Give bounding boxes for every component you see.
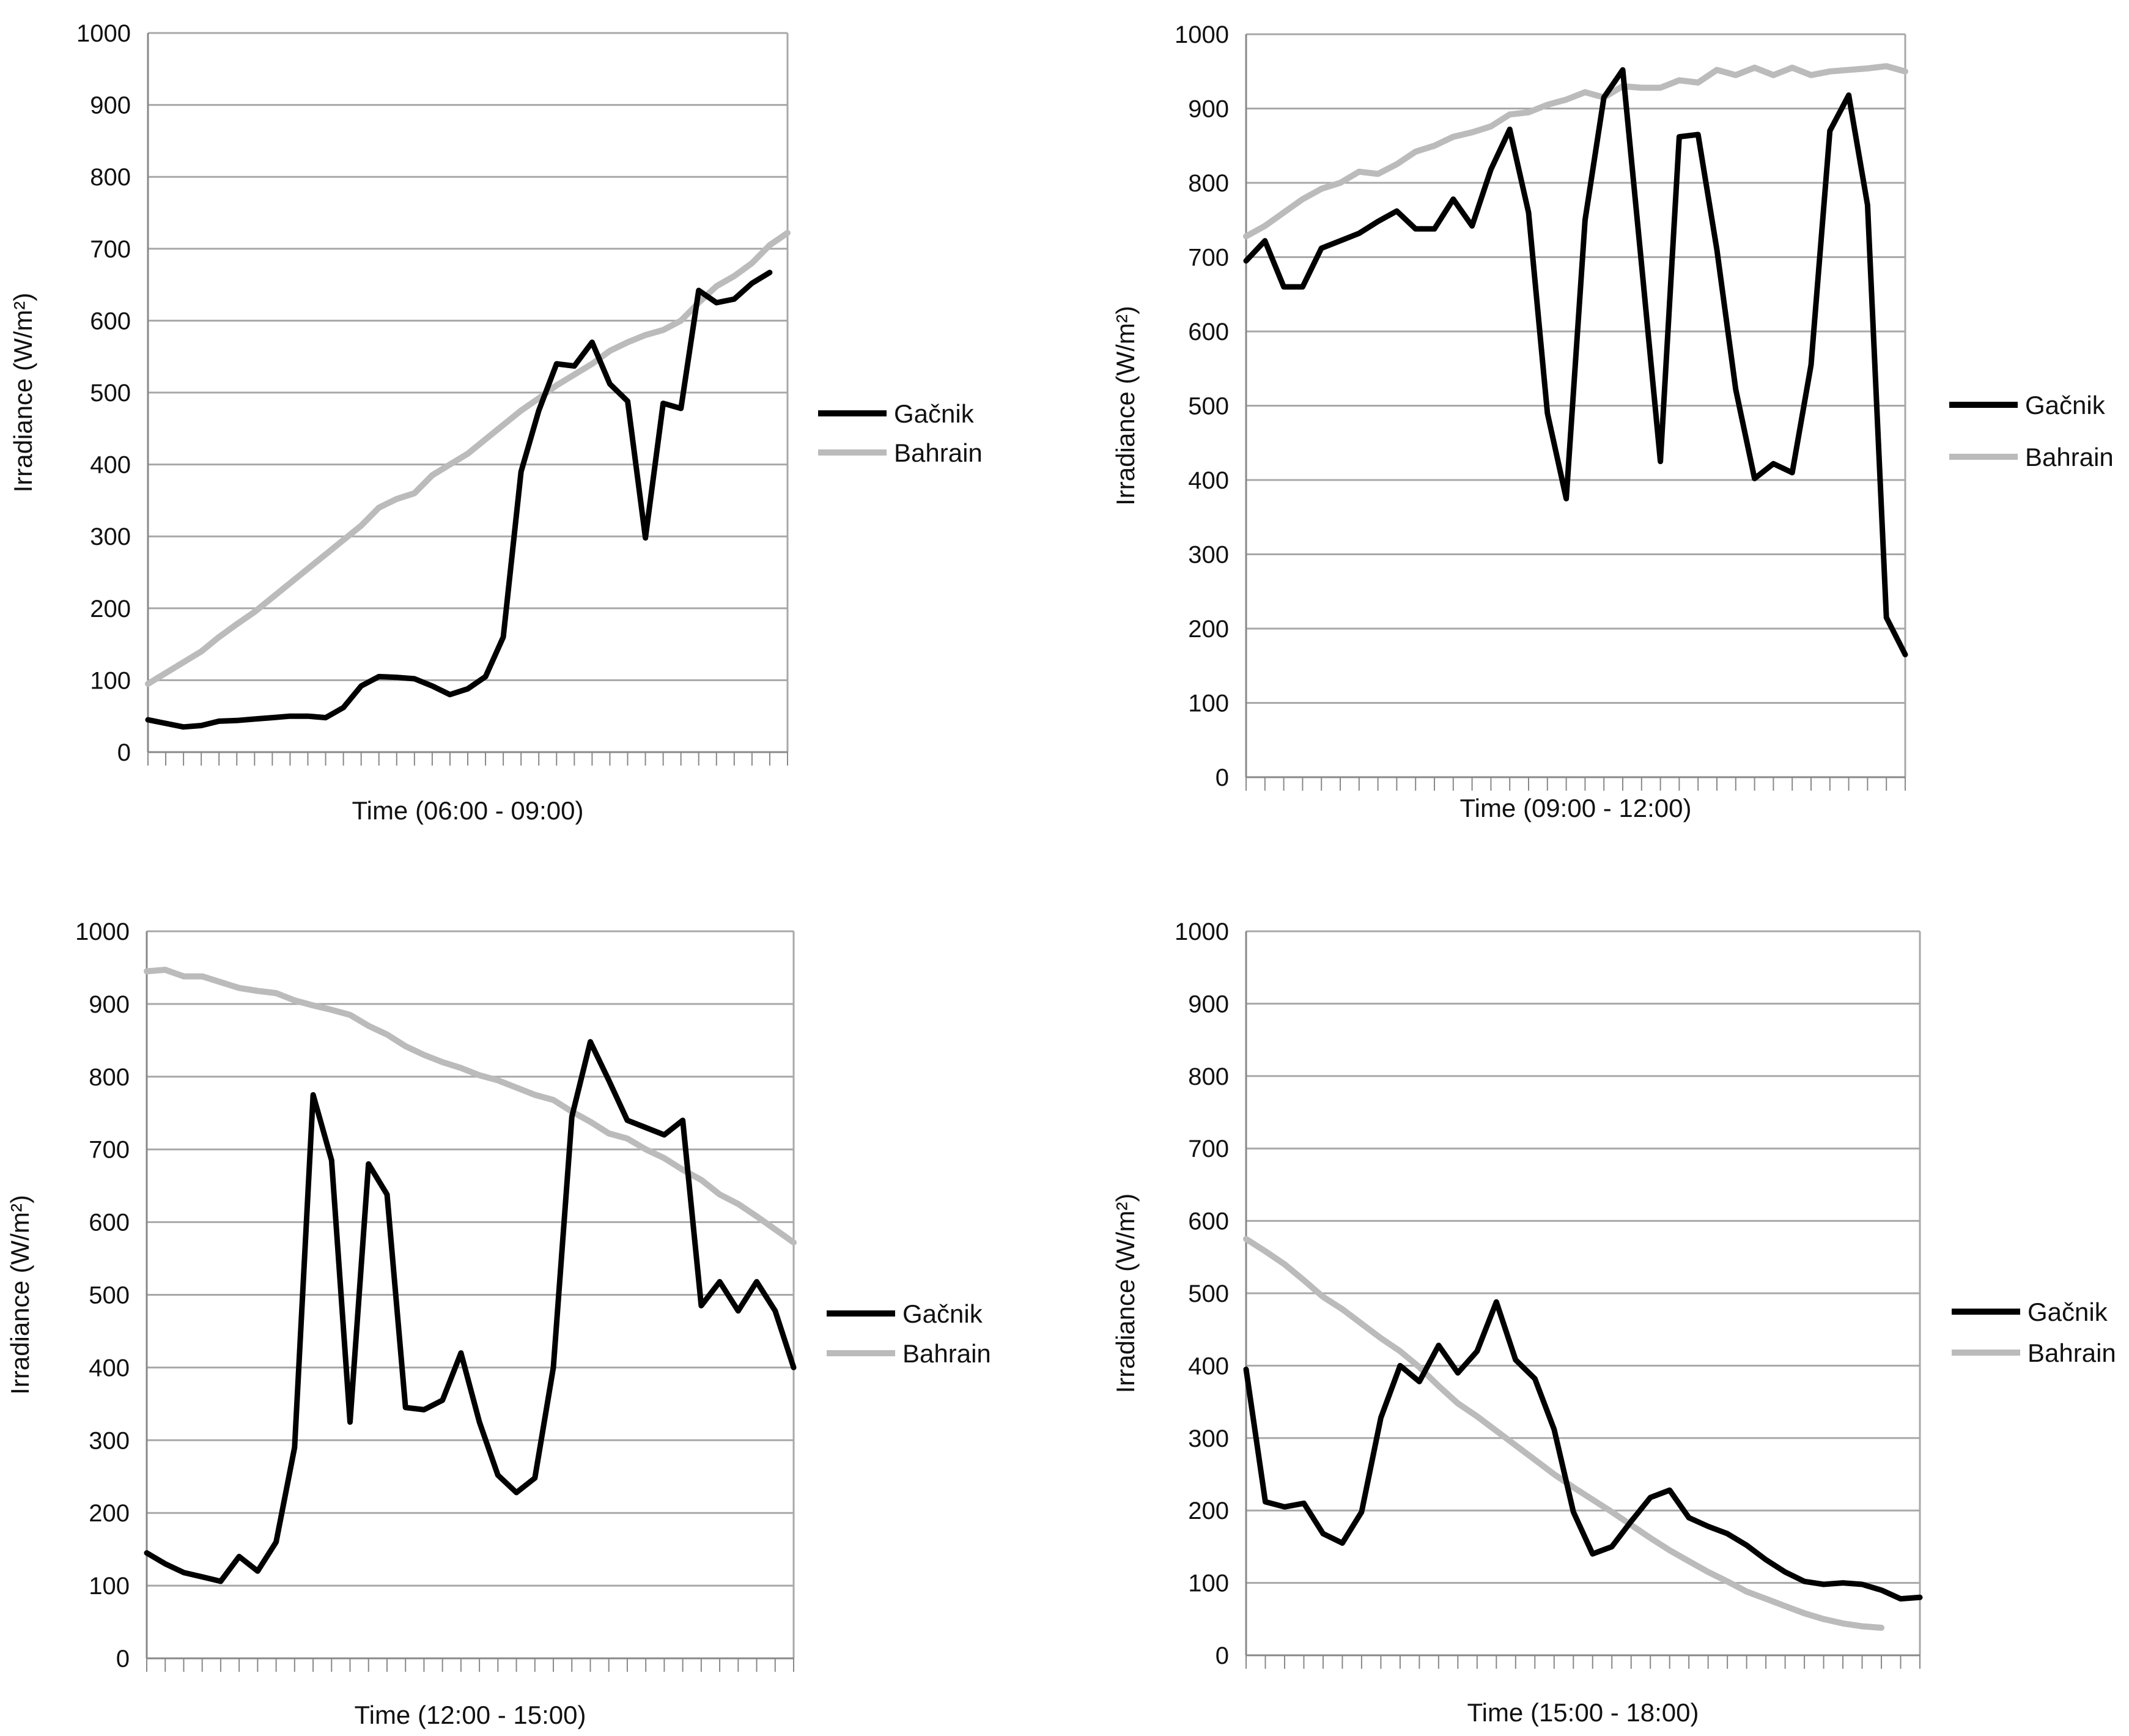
- y-tick-label: 100: [89, 1573, 130, 1600]
- y-tick-label: 600: [90, 308, 131, 334]
- series-line-gacnik: [144, 1039, 797, 1584]
- legend-label: Gačnik: [902, 1299, 983, 1328]
- y-tick-label: 300: [90, 523, 131, 550]
- x-axis-title: Time (06:00 - 09:00): [352, 796, 584, 825]
- chart-1: 0 100 200 300 400 500 600 700 800 900 1000 Time (06…: [9, 20, 983, 825]
- y-tick-label: 700: [90, 236, 131, 263]
- y-tick-label: 200: [1188, 1498, 1229, 1524]
- y-tick-label: 500: [89, 1282, 130, 1309]
- y-axis-title: Irradiance (W/m²): [1111, 306, 1140, 506]
- y-tick-label: 900: [1188, 991, 1229, 1018]
- series-line-bahrain: [145, 229, 791, 687]
- chart-4: 0 100 200 300 400 500 600 700 800 900 1000 Time (15…: [1111, 918, 2116, 1727]
- legend: Gačnik Bahrain: [1949, 391, 2114, 471]
- y-axis-title: Irradiance (W/m²): [9, 293, 37, 493]
- y-tick-label: 900: [1188, 96, 1229, 123]
- y-tick-label: 400: [90, 452, 131, 479]
- y-tick-label: 500: [90, 380, 131, 407]
- y-tick-label: 200: [90, 596, 131, 622]
- x-axis-title: Time (15:00 - 18:00): [1467, 1698, 1699, 1727]
- legend-label: Bahrain: [894, 438, 983, 467]
- chart-3: 0 100 200 300 400 500 600 700 800 900 1000 Time (12…: [6, 918, 991, 1729]
- y-tick-label: 400: [1188, 1353, 1229, 1380]
- legend-label: Bahrain: [2025, 443, 2114, 471]
- chart-2: 0 100 200 300 400 500 600 700 800 900 1000 Time (09…: [1111, 21, 2114, 822]
- legend-label: Gačnik: [894, 399, 975, 428]
- y-tick-label: 100: [1188, 1570, 1229, 1597]
- series-line-bahrain: [144, 967, 797, 1246]
- y-tick-label: 600: [1188, 319, 1229, 345]
- series-line-gacnik: [145, 270, 773, 730]
- legend-label: Bahrain: [902, 1339, 991, 1368]
- y-tick-label: 800: [1188, 1063, 1229, 1090]
- y-tick-label: 0: [1216, 764, 1229, 791]
- y-tick-label: 0: [1216, 1642, 1229, 1669]
- y-tick-label: 600: [1188, 1208, 1229, 1235]
- y-tick-label: 800: [90, 164, 131, 191]
- y-tick-label: 400: [1188, 467, 1229, 494]
- legend: Gačnik Bahrain: [818, 399, 983, 467]
- y-tick-label: 700: [89, 1137, 130, 1164]
- y-axis-title: Irradiance (W/m²): [1111, 1194, 1140, 1394]
- y-tick-label: 500: [1188, 1280, 1229, 1307]
- y-tick-label: 0: [117, 739, 131, 766]
- y-tick-label: 1000: [75, 918, 130, 945]
- y-tick-label: 300: [1188, 542, 1229, 569]
- y-tick-label: 300: [1188, 1425, 1229, 1452]
- y-tick-label: 600: [89, 1210, 130, 1236]
- x-axis-title: Time (12:00 - 15:00): [355, 1701, 586, 1729]
- y-tick-label: 500: [1188, 393, 1229, 420]
- y-tick-label: 200: [1188, 616, 1229, 643]
- legend: Gačnik Bahrain: [827, 1299, 991, 1368]
- legend-label: Bahrain: [2028, 1339, 2116, 1367]
- y-tick-label: 100: [90, 667, 131, 694]
- series-line-gacnik: [1243, 67, 1908, 657]
- legend: Gačnik Bahrain: [1952, 1298, 2116, 1367]
- y-tick-label: 1000: [76, 20, 131, 47]
- y-tick-label: 1000: [1175, 918, 1229, 945]
- y-axis-title: Irradiance (W/m²): [6, 1195, 34, 1395]
- y-tick-label: 900: [89, 991, 130, 1018]
- y-tick-label: 0: [116, 1646, 130, 1672]
- y-tick-label: 400: [89, 1354, 130, 1381]
- y-tick-label: 900: [90, 92, 131, 119]
- y-tick-label: 800: [89, 1064, 130, 1091]
- y-tick-label: 700: [1188, 245, 1229, 271]
- x-axis-title: Time (09:00 - 12:00): [1460, 794, 1692, 822]
- legend-label: Gačnik: [2025, 391, 2106, 419]
- y-tick-label: 700: [1188, 1136, 1229, 1162]
- legend-label: Gačnik: [2028, 1298, 2108, 1326]
- series-line-bahrain: [1243, 63, 1908, 240]
- y-tick-label: 300: [89, 1427, 130, 1454]
- y-tick-label: 800: [1188, 170, 1229, 197]
- series-line-gacnik: [1243, 1299, 1923, 1602]
- y-tick-label: 1000: [1175, 21, 1229, 48]
- y-tick-label: 100: [1188, 690, 1229, 717]
- y-tick-label: 200: [89, 1500, 130, 1527]
